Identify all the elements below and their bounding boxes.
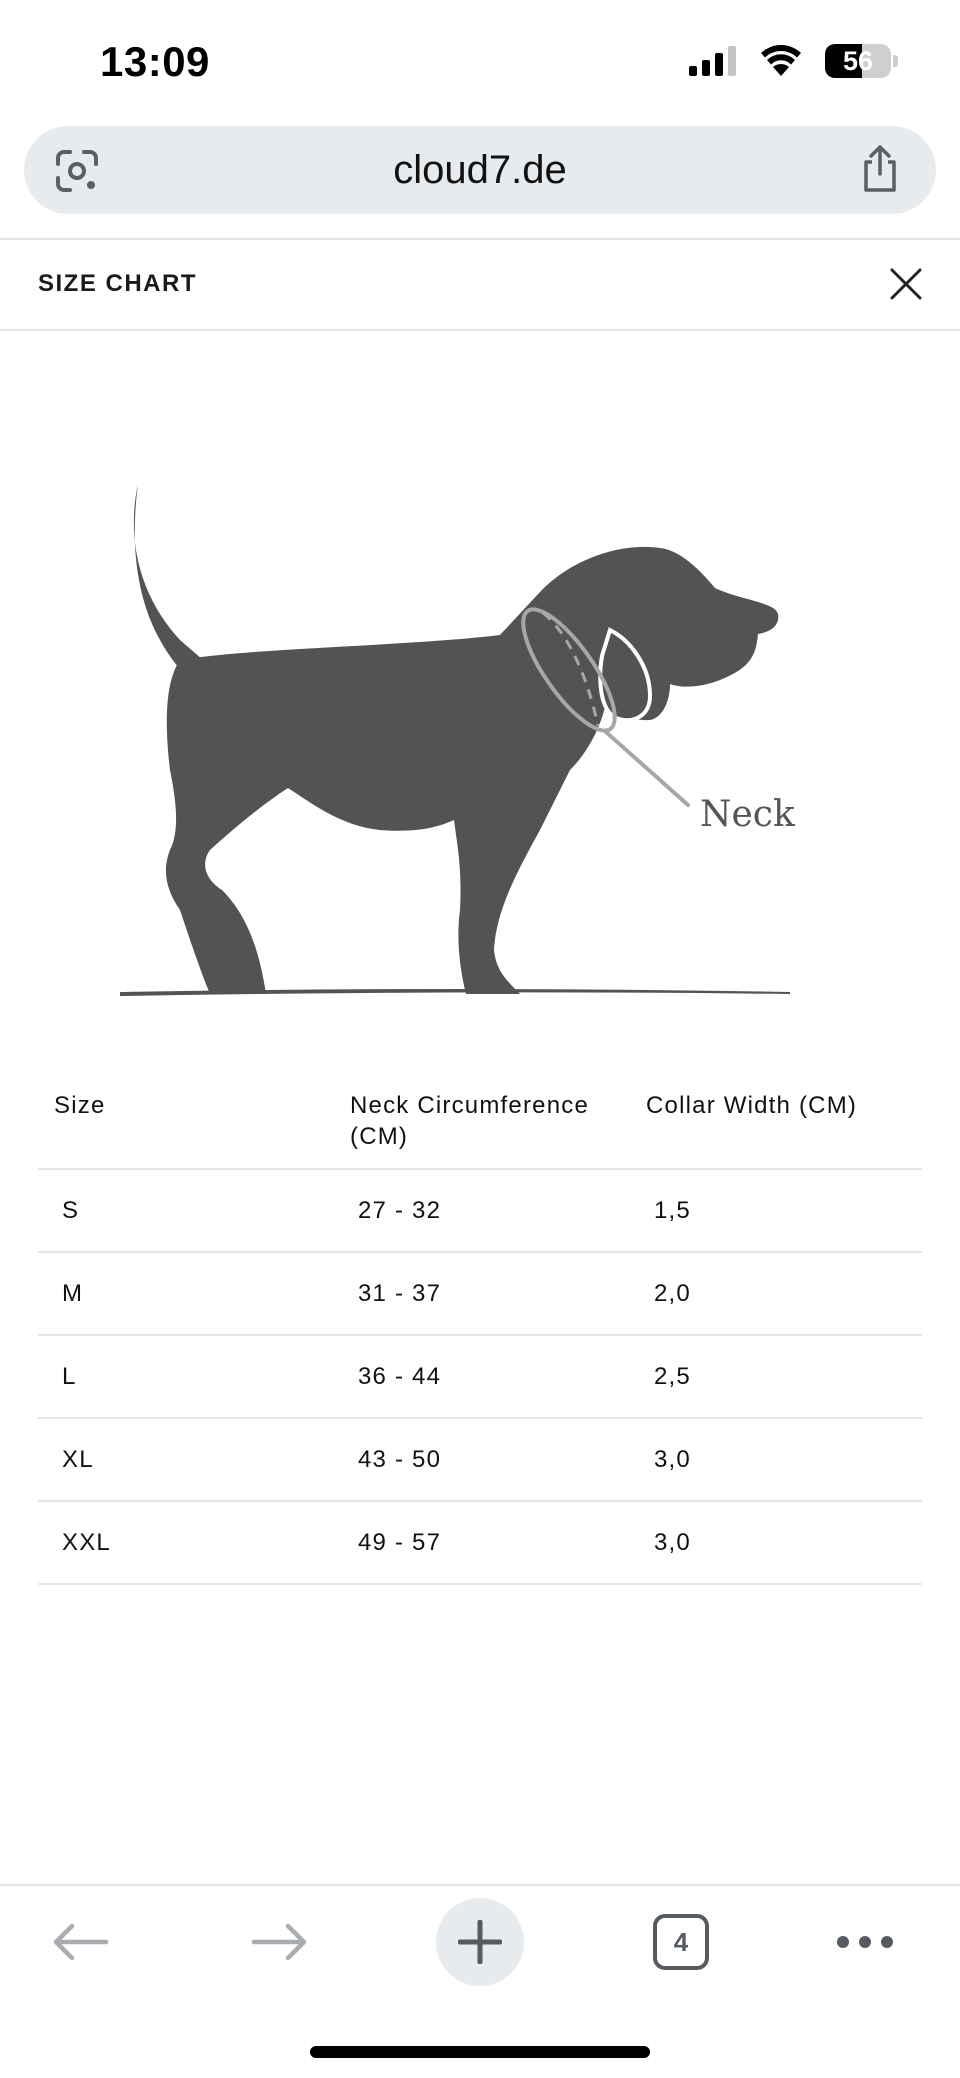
size-chart-title: SIZE CHART	[38, 270, 197, 297]
ground-line	[120, 989, 790, 996]
column-header-neck: Neck Circumference (CM)	[350, 1092, 589, 1150]
battery-fill	[825, 44, 862, 78]
size-table: Size Neck Circumference (CM) Collar Widt…	[38, 1060, 922, 1585]
tabs-button[interactable]: 4	[650, 1898, 712, 1986]
width-cell: 3,0	[654, 1446, 691, 1473]
dog-neck-illustration: Neck	[120, 484, 796, 996]
more-icon	[837, 1936, 893, 1948]
battery-icon: 56	[825, 44, 891, 78]
forward-button[interactable]	[240, 1898, 320, 1986]
browser-toolbar: 4	[0, 1886, 960, 2026]
neck-cell: 36 - 44	[358, 1363, 442, 1390]
size-cell: M	[62, 1280, 84, 1307]
back-button[interactable]	[40, 1898, 120, 1986]
width-cell: 3,0	[654, 1529, 691, 1556]
table-header-row: Size Neck Circumference (CM) Collar Widt…	[38, 1060, 922, 1170]
size-cell: S	[62, 1197, 80, 1224]
address-bar[interactable]: cloud7.de	[24, 126, 936, 214]
width-cell: 1,5	[654, 1197, 691, 1224]
width-cell: 2,5	[654, 1363, 691, 1390]
table-row: L 36 - 44 2,5	[38, 1336, 922, 1419]
cellular-signal-icon	[689, 46, 736, 76]
neck-pointer-line	[604, 730, 690, 807]
neck-label: Neck	[700, 794, 796, 835]
more-button[interactable]	[830, 1898, 900, 1986]
column-header-size: Size	[54, 1092, 106, 1119]
title-divider	[0, 329, 960, 331]
new-tab-button[interactable]	[436, 1898, 524, 1986]
width-cell: 2,0	[654, 1280, 691, 1307]
table-row: S 27 - 32 1,5	[38, 1170, 922, 1253]
battery-level: 56	[842, 46, 874, 76]
neck-cell: 27 - 32	[358, 1197, 442, 1224]
neck-collar-marker	[521, 607, 617, 733]
battery-nub	[893, 55, 898, 67]
dog-tail	[133, 484, 210, 680]
status-icons: 56	[689, 44, 898, 78]
share-icon[interactable]	[858, 144, 902, 194]
table-row: XL 43 - 50 3,0	[38, 1419, 922, 1502]
url-text[interactable]: cloud7.de	[393, 148, 567, 192]
column-header-width: Collar Width (CM)	[646, 1092, 858, 1119]
close-icon[interactable]	[888, 266, 924, 302]
neck-collar-dashes	[542, 611, 600, 727]
dog-body	[165, 546, 779, 994]
wifi-icon	[761, 45, 801, 76]
header-divider	[0, 238, 960, 240]
home-indicator[interactable]	[310, 2046, 650, 2058]
size-cell: XXL	[62, 1529, 111, 1556]
table-row: M 31 - 37 2,0	[38, 1253, 922, 1336]
status-time: 13:09	[100, 38, 210, 85]
size-cell: L	[62, 1363, 77, 1390]
table-row: XXL 49 - 57 3,0	[38, 1502, 922, 1585]
neck-cell: 49 - 57	[358, 1529, 442, 1556]
plus-icon	[458, 1920, 502, 1964]
back-arrow-icon	[53, 1923, 109, 1961]
google-lens-icon[interactable]	[54, 148, 100, 194]
size-cell: XL	[62, 1446, 94, 1473]
neck-cell: 31 - 37	[358, 1280, 442, 1307]
status-bar: 13:09 56	[0, 0, 960, 120]
neck-cell: 43 - 50	[358, 1446, 442, 1473]
toolbar-divider	[0, 1884, 960, 1886]
tabs-icon: 4	[653, 1914, 709, 1970]
forward-arrow-icon	[251, 1923, 307, 1961]
